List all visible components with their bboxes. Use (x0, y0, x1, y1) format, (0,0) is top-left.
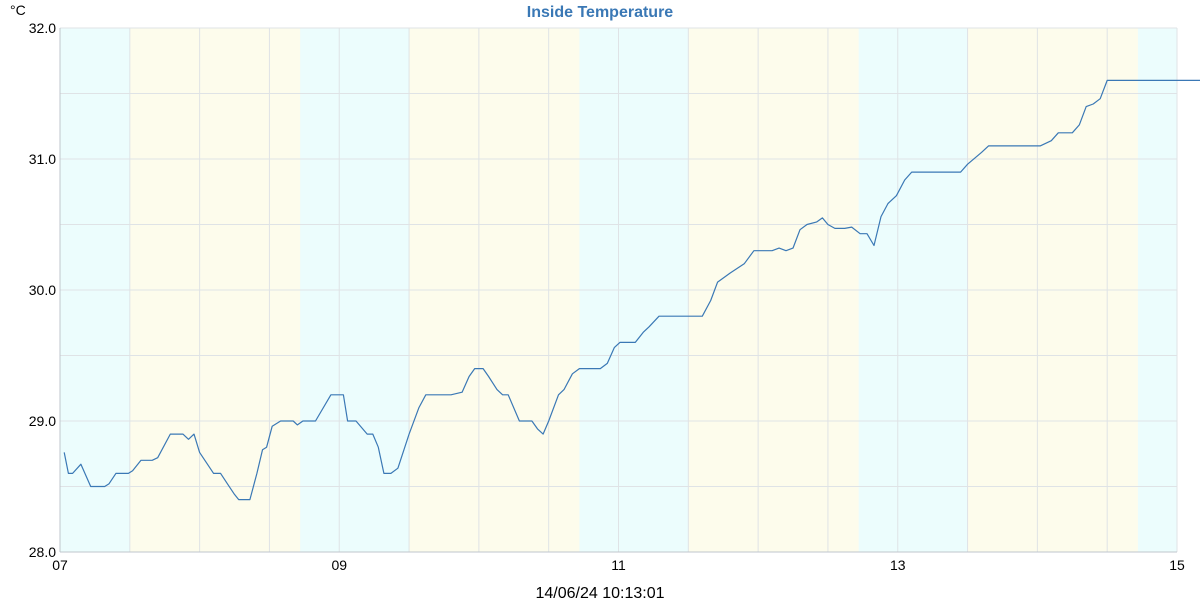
x-tick-label: 09 (331, 557, 347, 573)
y-tick-label: 29.0 (29, 413, 56, 429)
series-layer (63, 79, 1200, 501)
y-tick-label: 28.0 (29, 544, 56, 560)
y-tick-label: 31.0 (29, 151, 56, 167)
x-tick-label: 07 (52, 557, 68, 573)
x-tick-label: 11 (611, 557, 626, 573)
axes: 28.0 29.0 30.0 31.0 32.0 07 09 11 13 15 (29, 20, 1185, 573)
timestamp-footer: 14/06/24 10:13:01 (535, 585, 664, 600)
x-tick-label: 15 (1169, 557, 1185, 573)
temperature-series-line (63, 79, 1200, 501)
y-tick-label: 32.0 (29, 20, 56, 36)
y-tick-label: 30.0 (29, 282, 56, 298)
chart-title: Inside Temperature (527, 4, 674, 21)
x-tick-label: 13 (890, 557, 906, 573)
y-axis-unit-label: °C (10, 2, 26, 18)
